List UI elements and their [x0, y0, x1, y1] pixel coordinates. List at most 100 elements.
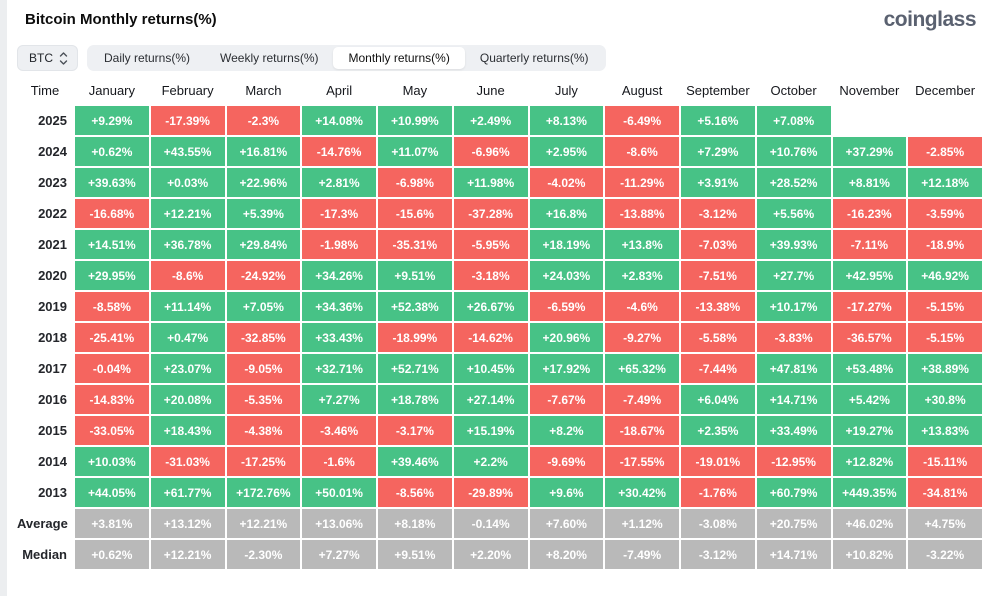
cell-2020-march: -24.92% — [226, 261, 301, 290]
cell-2015-september: +2.35% — [681, 416, 755, 445]
cell-2018-november: -36.57% — [832, 323, 907, 352]
cell-2023-may: -6.98% — [378, 168, 452, 197]
tab-monthly-returns[interactable]: Monthly returns(%) — [333, 47, 465, 69]
cell-2017-december: +38.89% — [908, 354, 982, 383]
cell-2019-november: -17.27% — [832, 292, 907, 321]
table-row-median: Median +0.62% +12.21% -2.30% +7.27% +9.51% +2.… — [17, 540, 982, 569]
cell-2025-august: -6.49% — [605, 106, 679, 135]
table-row-2018: 2018 -25.41% +0.47% -32.85% +33.43% -18.99% -1… — [17, 323, 982, 352]
table-row-2016: 2016 -14.83% +20.08% -5.35% +7.27% +18.78% +27… — [17, 385, 982, 414]
cell-2022-august: -13.88% — [605, 199, 679, 228]
cell-2014-february: -31.03% — [150, 447, 225, 476]
cell-average-august: +1.12% — [605, 509, 679, 538]
cell-2018-may: -18.99% — [378, 323, 452, 352]
cell-2016-june: +27.14% — [453, 385, 528, 414]
tab-weekly-returns[interactable]: Weekly returns(%) — [205, 47, 333, 69]
row-label-2023: 2023 — [17, 168, 73, 197]
cell-2014-july: -9.69% — [529, 447, 604, 476]
column-header-december: December — [915, 82, 976, 98]
symbol-select-value: BTC — [29, 51, 53, 65]
cell-2015-october: +33.49% — [756, 416, 831, 445]
cell-2019-march: +7.05% — [226, 292, 301, 321]
cell-average-january: +3.81% — [75, 509, 149, 538]
cell-2022-february: +12.21% — [150, 199, 225, 228]
cell-2014-may: +39.46% — [378, 447, 452, 476]
cell-2015-january: -33.05% — [75, 416, 149, 445]
cell-2021-april: -1.98% — [302, 230, 376, 259]
cell-2022-november: -16.23% — [832, 199, 907, 228]
cell-2022-september: -3.12% — [681, 199, 755, 228]
cell-median-may: +9.51% — [378, 540, 452, 569]
cell-2023-september: +3.91% — [681, 168, 755, 197]
cell-2015-july: +8.2% — [529, 416, 604, 445]
cell-2017-february: +23.07% — [150, 354, 225, 383]
cell-2015-march: -4.38% — [226, 416, 301, 445]
cell-2013-june: -29.89% — [453, 478, 528, 507]
cell-2018-january: -25.41% — [75, 323, 149, 352]
cell-median-december: -3.22% — [908, 540, 982, 569]
table-row-2019: 2019 -8.58% +11.14% +7.05% +34.36% +52.38% +26… — [17, 292, 982, 321]
cell-2015-may: -3.17% — [378, 416, 452, 445]
cell-2014-january: +10.03% — [75, 447, 149, 476]
row-label-2016: 2016 — [17, 385, 73, 414]
cell-2024-february: +43.55% — [150, 137, 225, 166]
table-row-2015: 2015 -33.05% +18.43% -4.38% -3.46% -3.17% +15.… — [17, 416, 982, 445]
cell-2013-may: -8.56% — [378, 478, 452, 507]
cell-median-november: +10.82% — [832, 540, 907, 569]
cell-2017-july: +17.92% — [529, 354, 604, 383]
table-row-average: Average +3.81% +13.12% +12.21% +13.06% +8.18%… — [17, 509, 982, 538]
table-row-2017: 2017 -0.04% +23.07% -9.05% +32.71% +52.71% +10… — [17, 354, 982, 383]
cell-2017-august: +65.32% — [605, 354, 679, 383]
topbar: Bitcoin Monthly returns(%) coinglass — [7, 0, 1000, 38]
cell-2024-april: -14.76% — [302, 137, 376, 166]
row-label-2018: 2018 — [17, 323, 73, 352]
cell-average-may: +8.18% — [378, 509, 452, 538]
tab-quarterly-returns[interactable]: Quarterly returns(%) — [465, 47, 604, 69]
cell-2025-november — [833, 106, 907, 135]
cell-average-june: -0.14% — [453, 509, 528, 538]
cell-average-february: +13.12% — [150, 509, 225, 538]
cell-median-october: +14.71% — [756, 540, 831, 569]
cell-2020-july: +24.03% — [529, 261, 604, 290]
cell-2014-april: -1.6% — [302, 447, 376, 476]
cell-2013-march: +172.76% — [226, 478, 301, 507]
cell-2023-january: +39.63% — [75, 168, 149, 197]
symbol-select[interactable]: BTC — [17, 45, 78, 71]
column-header-november: November — [839, 82, 900, 98]
cell-2025-september: +5.16% — [681, 106, 755, 135]
cell-2024-november: +37.29% — [832, 137, 907, 166]
cell-2020-august: +2.83% — [605, 261, 679, 290]
cell-2025-october: +7.08% — [756, 106, 831, 135]
cell-average-april: +13.06% — [302, 509, 376, 538]
cell-2024-september: +7.29% — [681, 137, 755, 166]
cell-2017-january: -0.04% — [75, 354, 149, 383]
row-label-2019: 2019 — [17, 292, 73, 321]
table-row-2013: 2013 +44.05% +61.77% +172.76% +50.01% -8.56% -… — [17, 478, 982, 507]
cell-2021-november: -7.11% — [832, 230, 907, 259]
cell-median-february: +12.21% — [150, 540, 225, 569]
tab-daily-returns[interactable]: Daily returns(%) — [89, 47, 205, 69]
cell-2020-september: -7.51% — [681, 261, 755, 290]
table-row-2025: 2025 +9.29% -17.39% -2.3% +14.08% +10.99% +2.4… — [17, 106, 982, 135]
cell-2021-february: +36.78% — [150, 230, 225, 259]
cell-median-september: -3.12% — [681, 540, 755, 569]
cell-2013-july: +9.6% — [529, 478, 604, 507]
cell-2021-august: +13.8% — [605, 230, 679, 259]
cell-2020-december: +46.92% — [908, 261, 982, 290]
row-label-average: Average — [17, 509, 73, 538]
cell-2017-october: +47.81% — [756, 354, 831, 383]
cell-median-july: +8.20% — [529, 540, 604, 569]
cell-2015-august: -18.67% — [605, 416, 679, 445]
cell-2020-february: -8.6% — [150, 261, 225, 290]
cell-2018-october: -3.83% — [756, 323, 831, 352]
column-header-april: April — [326, 82, 353, 98]
cell-median-march: -2.30% — [226, 540, 301, 569]
cell-2016-may: +18.78% — [378, 385, 452, 414]
cell-2014-november: +12.82% — [832, 447, 907, 476]
row-label-2025: 2025 — [17, 106, 73, 135]
cell-2021-december: -18.9% — [908, 230, 982, 259]
cell-2019-june: +26.67% — [453, 292, 528, 321]
cell-2020-april: +34.26% — [302, 261, 376, 290]
table-row-2023: 2023 +39.63% +0.03% +22.96% +2.81% -6.98% +11.… — [17, 168, 982, 197]
cell-2024-may: +11.07% — [378, 137, 452, 166]
